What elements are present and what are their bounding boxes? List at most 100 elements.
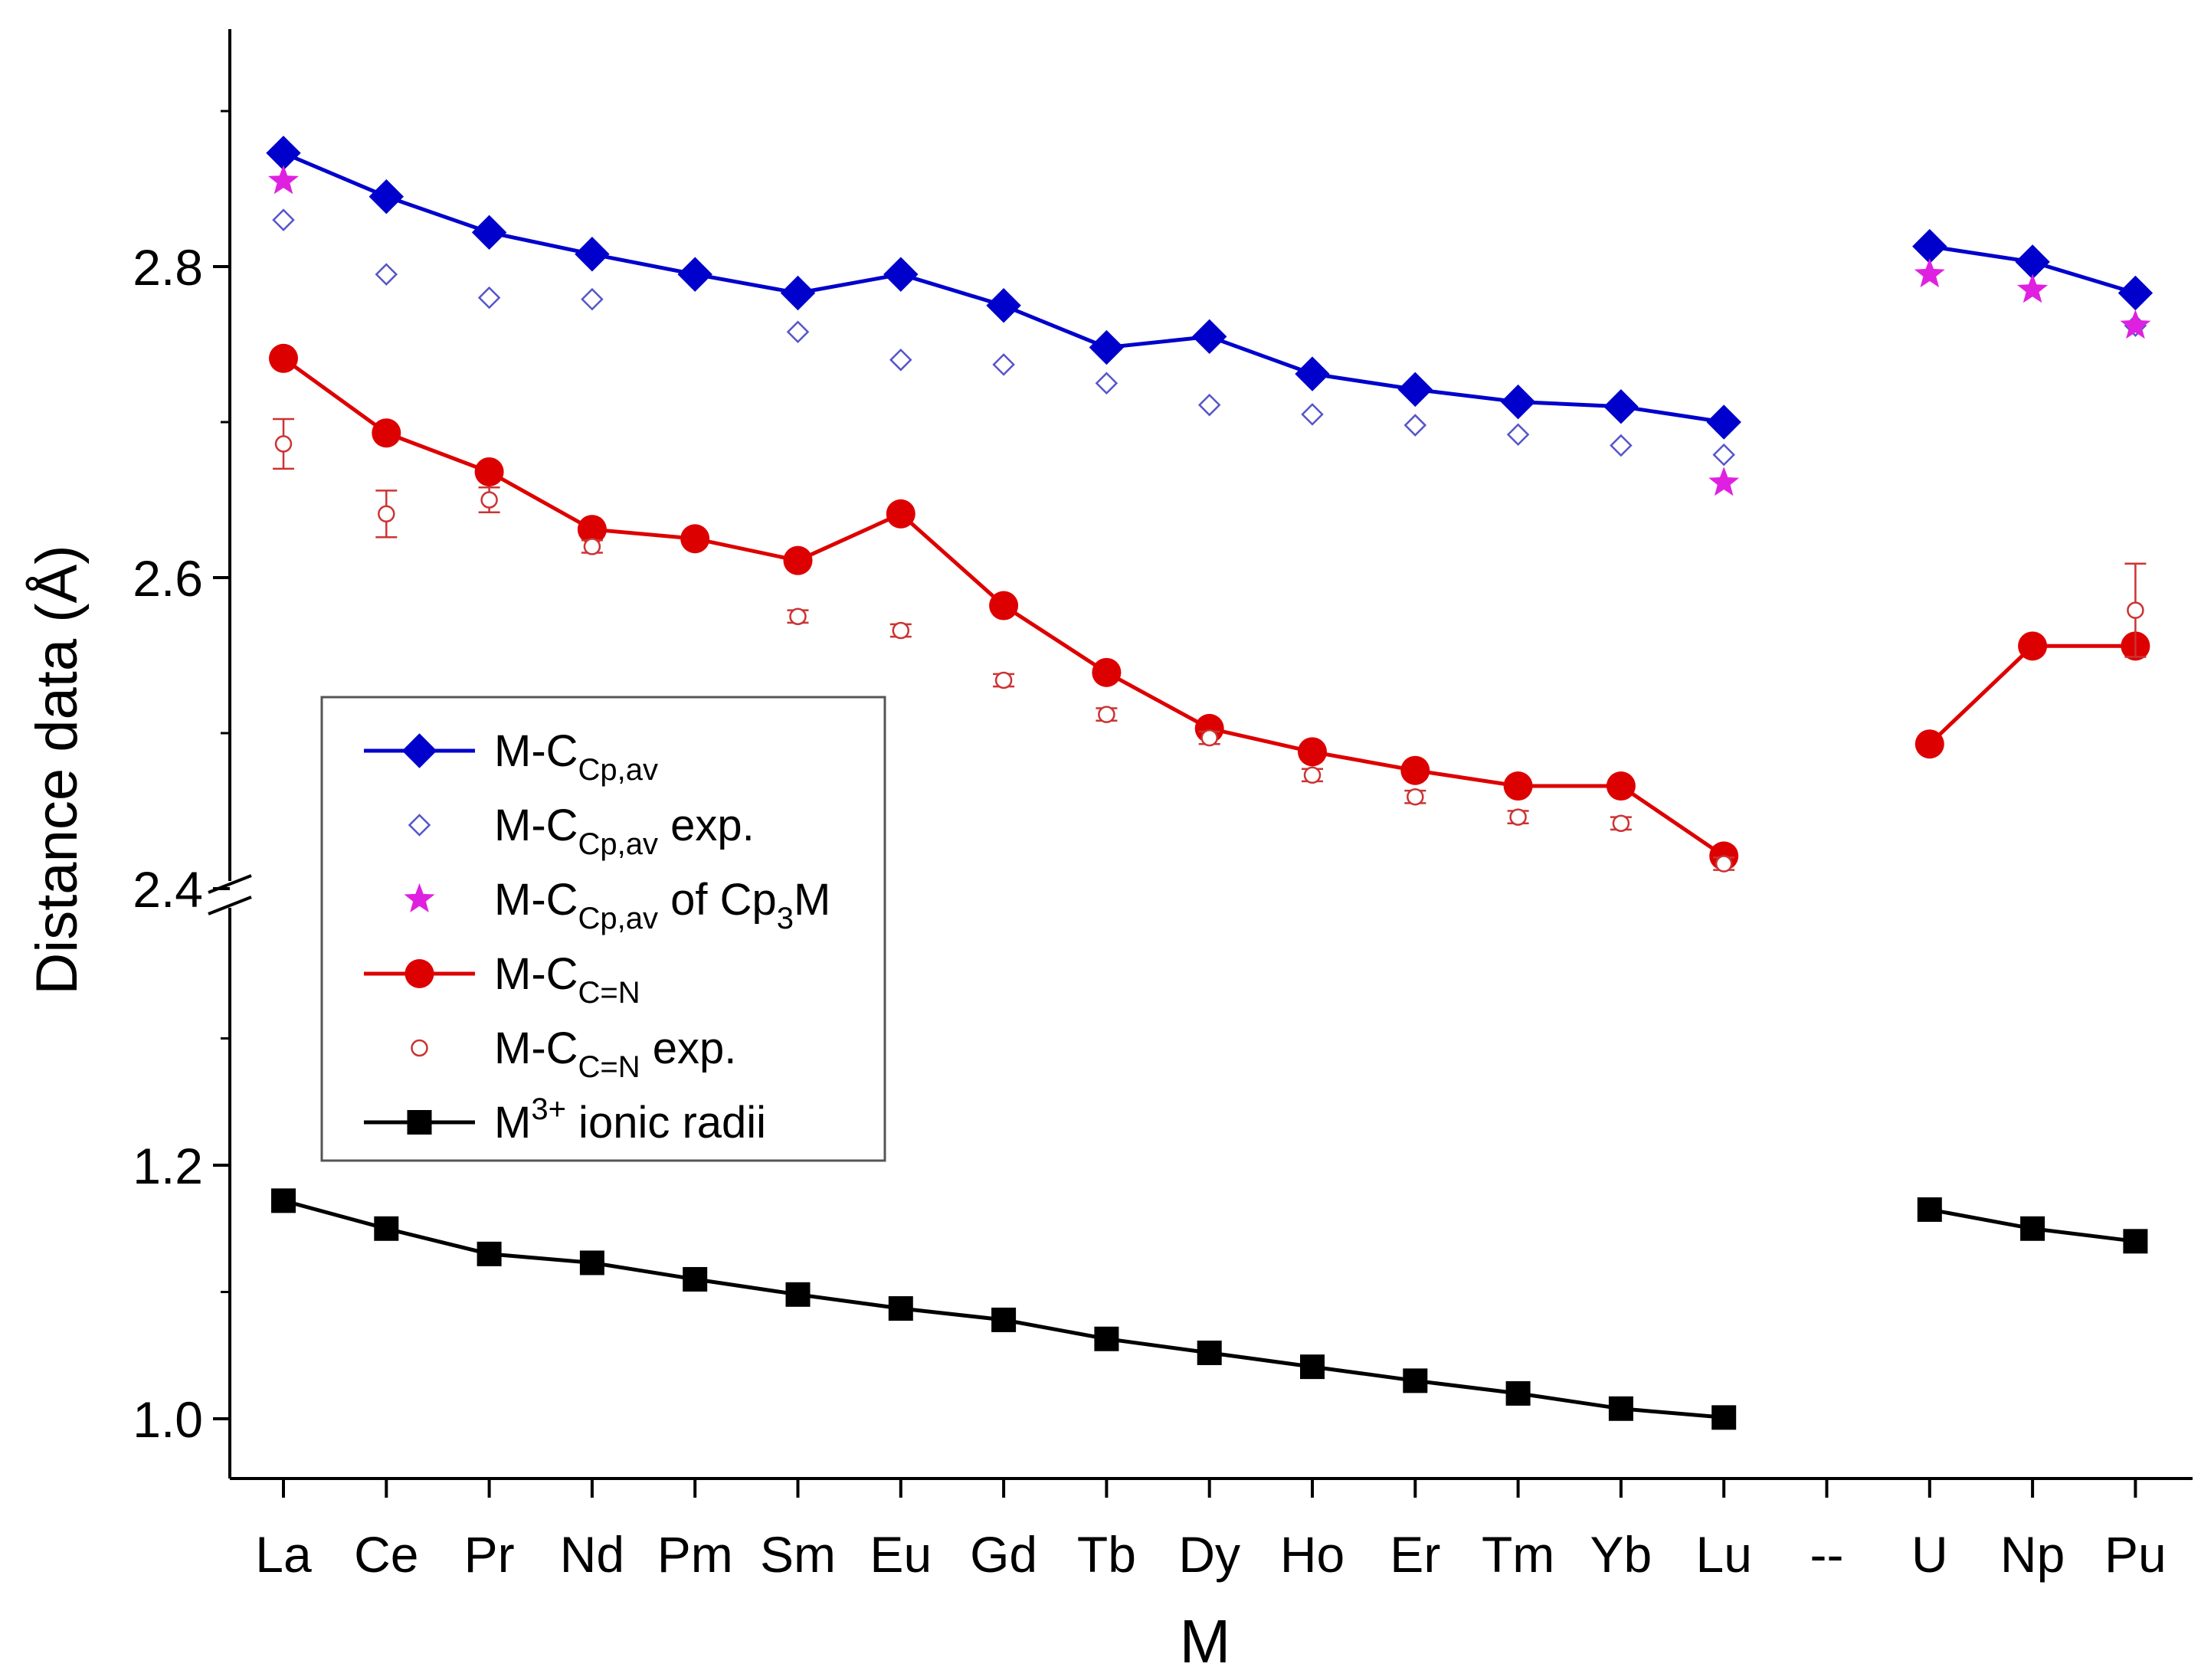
data-point	[1500, 384, 1536, 420]
legend-label: M-CCp,av exp.	[494, 801, 755, 861]
data-point	[1092, 657, 1122, 687]
data-point	[577, 515, 607, 545]
data-point	[372, 418, 401, 448]
data-point	[1608, 1396, 1633, 1421]
data-point	[477, 1241, 502, 1266]
data-point	[1200, 729, 1218, 747]
legend-box	[320, 696, 886, 1162]
data-point	[374, 1216, 399, 1241]
legend-item: M-CCp,av of Cp3M	[404, 875, 830, 935]
data-point	[579, 1250, 604, 1276]
data-point	[271, 1188, 296, 1213]
data-point	[1610, 434, 1633, 457]
data-point	[1505, 1380, 1531, 1406]
data-point	[274, 435, 293, 453]
data-point	[1506, 423, 1530, 447]
data-point	[2123, 1229, 2148, 1254]
data-point	[1301, 403, 1324, 426]
data-point	[1298, 737, 1327, 767]
axis-break-mark	[208, 896, 252, 915]
x-tick-label: Ce	[354, 1526, 418, 1583]
data-point	[1300, 1354, 1325, 1380]
x-tick-label: U	[1911, 1526, 1948, 1583]
y-tick-label: 1.0	[133, 1391, 203, 1448]
x-tick-label: Tm	[1482, 1526, 1554, 1583]
data-point	[378, 505, 395, 523]
axes: 1.0 1.2 2.4 2.6 2.8 La Ce Pr Nd Pm Sm Eu Gd Tb Dy Ho Er T…	[133, 29, 2193, 1583]
legend: M-CCp,av M-CCp,av exp. M-CCp,av of Cp3M M-C…	[320, 696, 886, 1162]
data-point	[2117, 275, 2154, 311]
data-point	[783, 545, 813, 575]
y-tick-label: 1.2	[133, 1138, 203, 1194]
data-point	[1095, 372, 1119, 395]
data-point	[1914, 258, 1945, 288]
data-point	[1098, 706, 1115, 723]
data-point	[1403, 1368, 1428, 1393]
data-point	[892, 621, 910, 640]
legend-label: M-CC=N exp.	[494, 1023, 736, 1084]
x-tick-label: La	[255, 1526, 312, 1583]
x-tick-label: Tb	[1077, 1526, 1136, 1583]
data-point	[1407, 788, 1424, 806]
legend-item: M-CC=N exp.	[411, 1023, 736, 1084]
data-point	[1711, 1405, 1737, 1430]
data-point	[994, 671, 1013, 689]
data-point	[1094, 1326, 1119, 1351]
data-point	[785, 1282, 811, 1307]
data-point	[680, 524, 710, 554]
legend-item: M-CCp,av	[364, 726, 658, 787]
data-point	[1912, 228, 1947, 264]
legend-marker	[411, 1039, 428, 1057]
legend-marker	[408, 814, 431, 837]
data-point	[1403, 414, 1427, 437]
data-point	[1197, 393, 1221, 417]
data-point	[583, 538, 601, 555]
data-point	[786, 320, 810, 344]
data-point	[480, 491, 498, 509]
data-point	[2017, 273, 2049, 303]
data-point	[1917, 1197, 1942, 1222]
data-point	[780, 275, 816, 311]
x-tick-label: Ho	[1280, 1526, 1345, 1583]
x-tick-label: --	[1810, 1526, 1844, 1583]
data-point	[889, 349, 912, 372]
data-point	[474, 457, 504, 486]
x-tick-label: Pr	[464, 1526, 515, 1583]
data-point	[266, 136, 301, 171]
x-tick-label: Lu	[1695, 1526, 1751, 1583]
data-point	[1612, 814, 1630, 832]
x-tick-label: Pm	[657, 1526, 733, 1583]
x-tick-label: Eu	[870, 1526, 932, 1583]
data-point	[1708, 467, 1740, 496]
series-line-filled-square	[271, 1188, 2148, 1430]
data-point	[1191, 319, 1227, 355]
legend-label: M-CC=N	[494, 949, 640, 1010]
y-tick-label: 2.8	[133, 239, 203, 296]
data-point	[986, 288, 1021, 323]
data-point	[1603, 388, 1639, 424]
data-point	[581, 287, 604, 311]
data-point	[268, 165, 299, 195]
data-point	[1914, 729, 1944, 759]
data-point	[1706, 404, 1741, 440]
data-point	[888, 1296, 913, 1321]
x-tick-label: Dy	[1178, 1526, 1240, 1583]
legend-item: M-CCp,av exp.	[408, 801, 755, 861]
data-point	[2018, 631, 2048, 661]
legend-marker	[404, 959, 434, 988]
data-point	[1606, 771, 1636, 801]
series-star	[268, 165, 2151, 496]
data-point	[1303, 766, 1322, 784]
series-line-filled-circle	[269, 343, 2150, 871]
y-axis-title: Distance data (Å)	[25, 545, 90, 994]
x-tick-label: Er	[1390, 1526, 1440, 1583]
data-point	[677, 257, 712, 292]
series-line-filled-diamond	[266, 136, 2154, 440]
data-point	[992, 353, 1015, 376]
legend-item: M-CC=N	[364, 949, 640, 1010]
data-point	[575, 237, 610, 272]
plot-area	[266, 136, 2154, 1430]
data-point	[1397, 372, 1433, 408]
y-tick-label: 2.6	[133, 550, 203, 607]
